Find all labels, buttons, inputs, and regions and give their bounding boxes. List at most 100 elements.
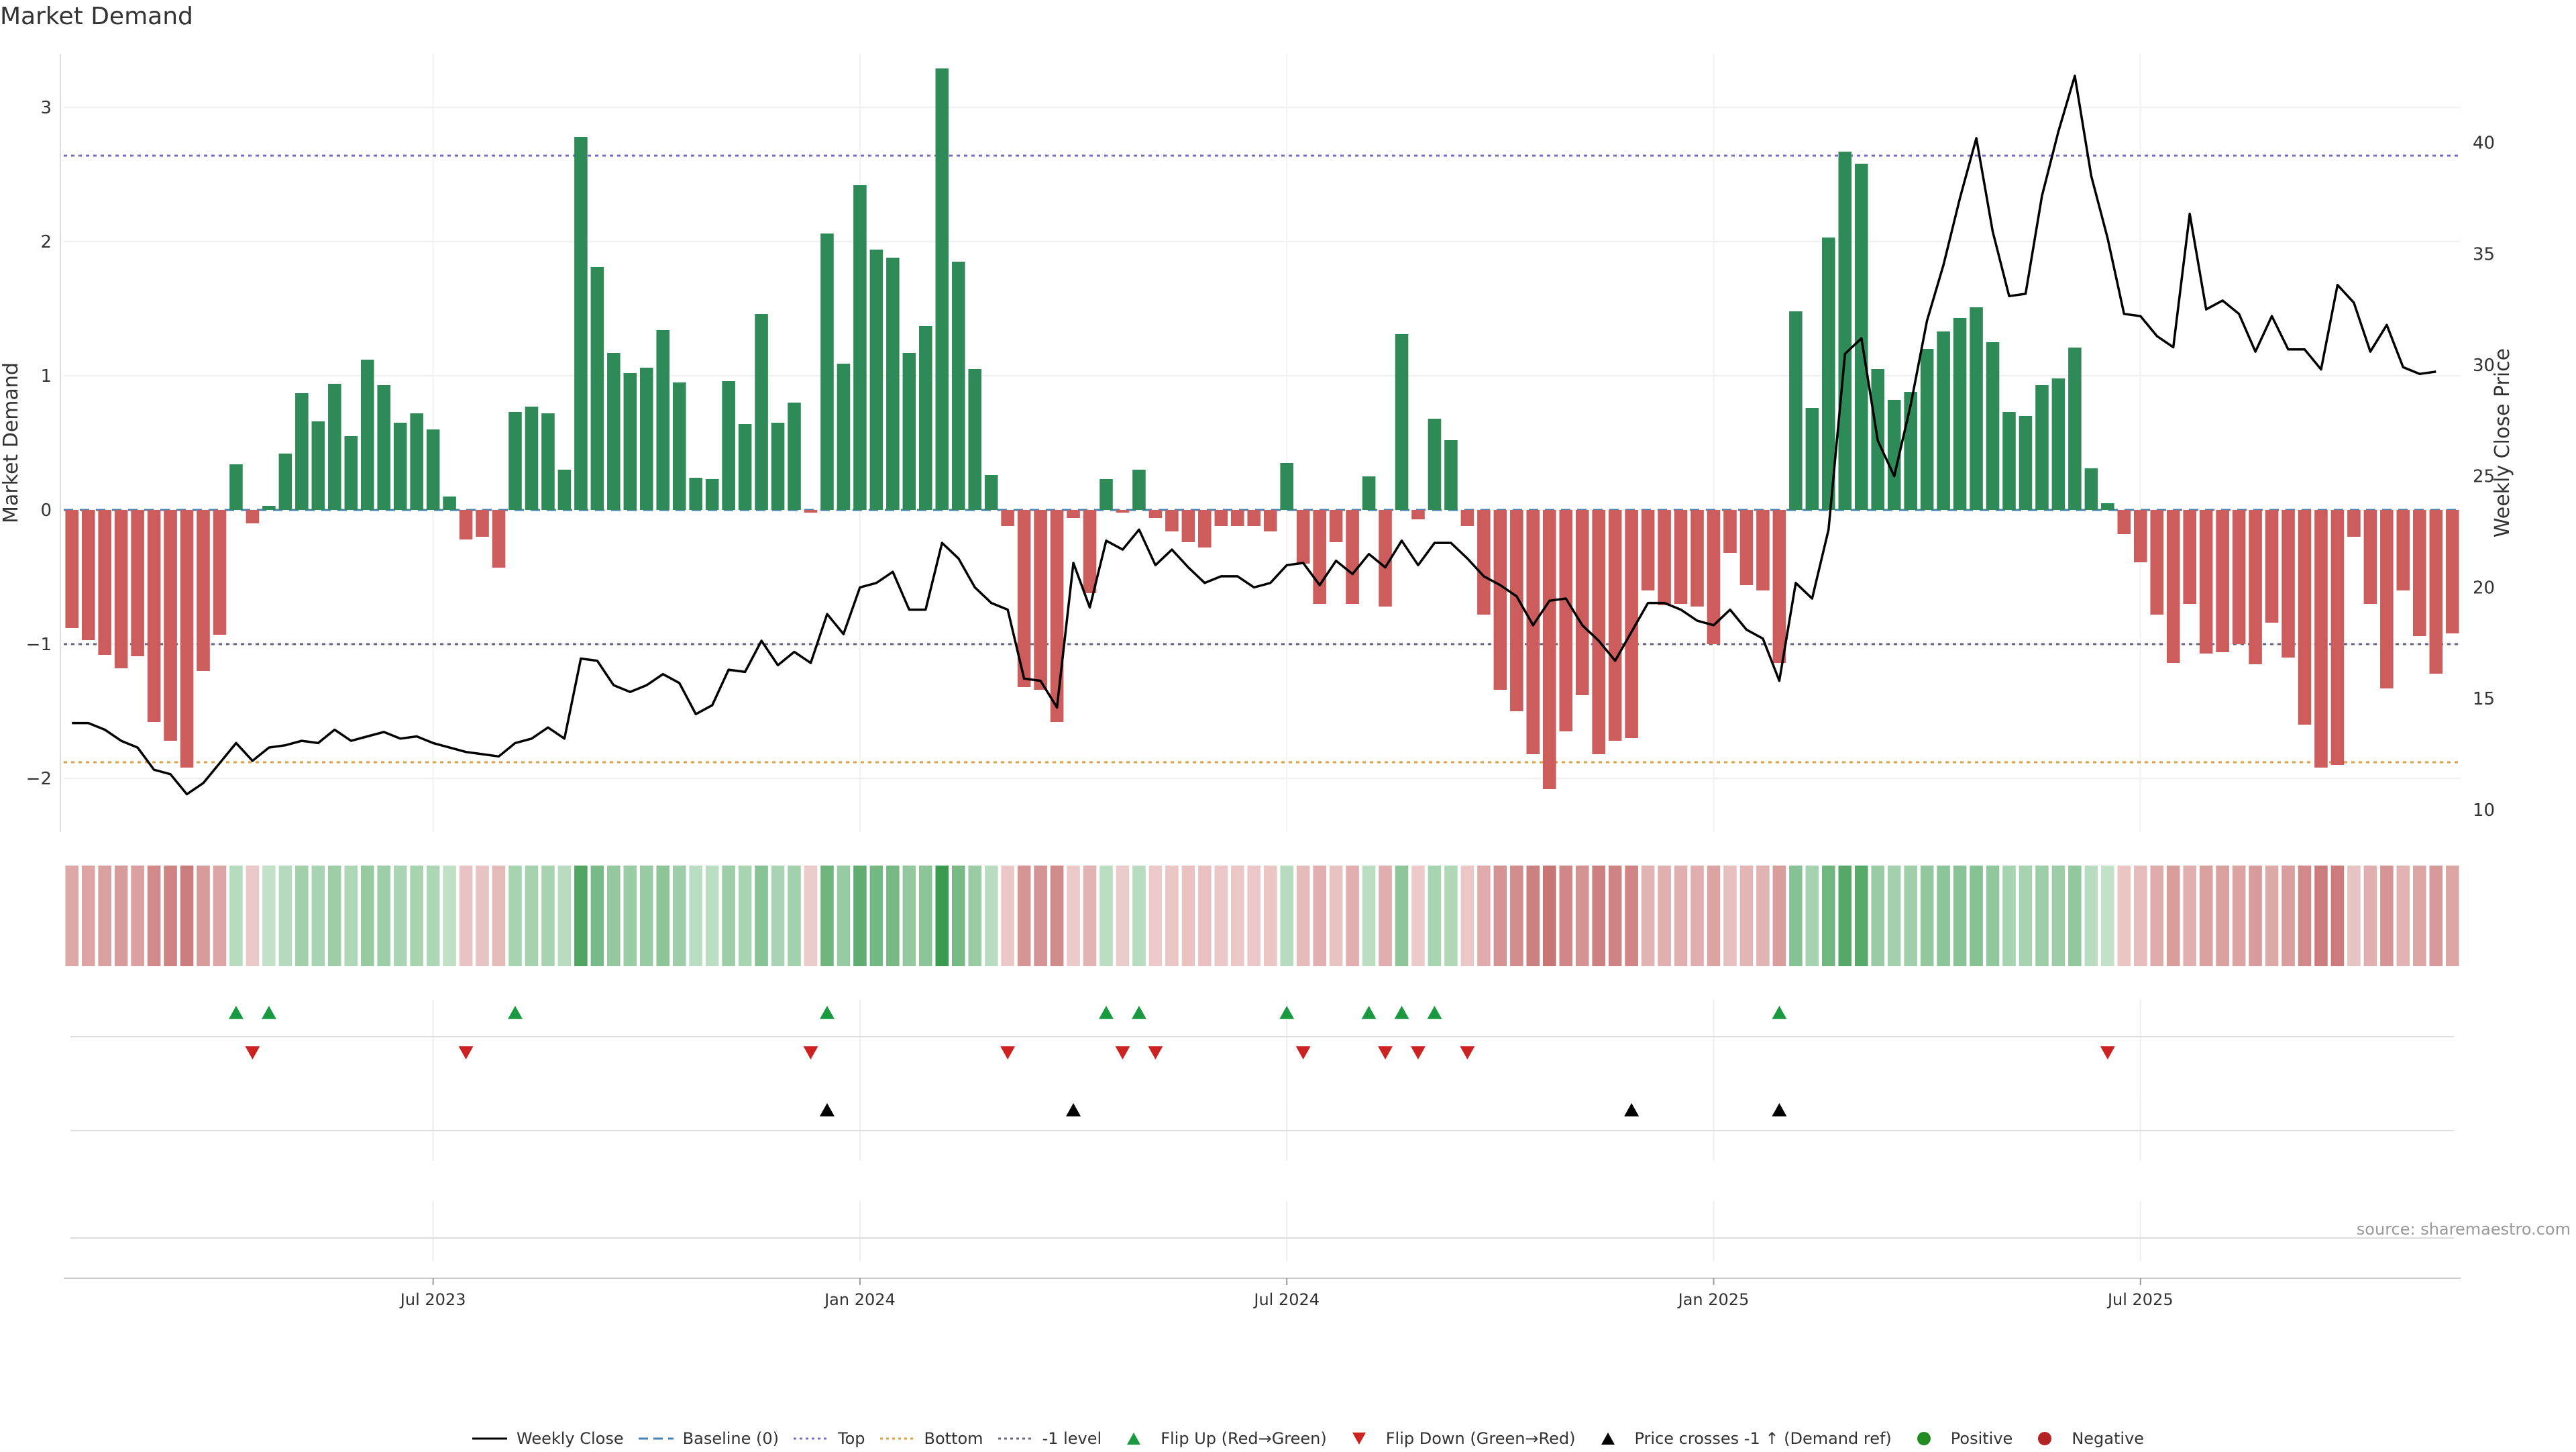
intensity-cell: [426, 866, 440, 966]
demand-bar: [853, 185, 867, 510]
intensity-cell: [1871, 866, 1885, 966]
demand-bar: [213, 510, 227, 635]
intensity-cell: [344, 866, 358, 966]
y-tick-label: 0: [40, 501, 52, 521]
demand-bar: [1592, 510, 1605, 754]
intensity-cell: [1083, 866, 1097, 966]
intensity-cell: [607, 866, 621, 966]
intensity-cell: [1165, 866, 1179, 966]
demand-bar: [1477, 510, 1491, 615]
legend-label: Flip Down (Green→Red): [1385, 1429, 1576, 1448]
legend-item-baseline[interactable]: Baseline (0): [636, 1429, 779, 1448]
intensity-cell: [2232, 866, 2246, 966]
intensity-cell: [1658, 866, 1671, 966]
bottom-swatch: [877, 1431, 918, 1447]
intensity-cell: [1575, 866, 1589, 966]
demand-bar: [1723, 510, 1737, 553]
intensity-cell: [1198, 866, 1212, 966]
intensity-cell: [853, 866, 867, 966]
demand-bar: [180, 510, 194, 768]
demand-bar: [2002, 412, 2016, 510]
demand-bar: [1822, 238, 1835, 510]
intensity-cell: [984, 866, 998, 966]
demand-bar: [886, 258, 900, 510]
intensity-cell: [2380, 866, 2394, 966]
demand-bar: [2249, 510, 2262, 664]
flip-down-marker: [1115, 1046, 1130, 1059]
demand-bar: [114, 510, 128, 668]
legend-item-flip-down[interactable]: Flip Down (Green→Red): [1339, 1429, 1576, 1448]
y2-axis-label: Weekly Close Price: [2491, 348, 2514, 537]
y2-tick-label: 15: [2473, 689, 2495, 709]
legend-item-flip-up[interactable]: Flip Up (Red→Green): [1114, 1429, 1327, 1448]
demand-bar: [197, 510, 210, 671]
demand-bar: [328, 384, 341, 510]
legend-item-weekly-close[interactable]: Weekly Close: [470, 1429, 624, 1448]
demand-bar: [2150, 510, 2164, 615]
demand-bar: [1444, 440, 1458, 510]
intensity-cell: [1395, 866, 1409, 966]
flip-down-marker: [458, 1046, 474, 1059]
intensity-cell: [541, 866, 555, 966]
demand-bar: [672, 382, 686, 510]
demand-bar: [98, 510, 111, 655]
flip-down-marker: [1410, 1046, 1426, 1059]
legend-item-negative[interactable]: Negative: [2025, 1429, 2144, 1448]
legend-item-minus1[interactable]: -1 level: [996, 1429, 1102, 1448]
intensity-cell: [1034, 866, 1047, 966]
demand-bar: [81, 510, 95, 640]
demand-bar: [476, 510, 489, 537]
intensity-cell: [656, 866, 670, 966]
legend-item-price-cross[interactable]: Price crosses -1 ↑ (Demand ref): [1588, 1429, 1892, 1448]
demand-bar: [2035, 385, 2049, 510]
demand-bar: [2380, 510, 2394, 688]
y2-tick-label: 40: [2473, 134, 2495, 154]
intensity-cell: [1674, 866, 1688, 966]
intensity-cell: [229, 866, 243, 966]
price-cross-marker: [1772, 1103, 1787, 1117]
positive-dot-icon: [1904, 1431, 1944, 1447]
y2-tick-label: 20: [2473, 578, 2495, 598]
intensity-cell: [1428, 866, 1442, 966]
demand-bar: [246, 510, 260, 523]
intensity-cell: [443, 866, 456, 966]
event-panels: [70, 1000, 2454, 1261]
intensity-cell: [1444, 866, 1458, 966]
demand-bar: [1083, 510, 1097, 593]
demand-bar: [1887, 400, 1901, 510]
demand-bar: [393, 423, 407, 510]
legend-item-positive[interactable]: Positive: [1904, 1429, 2012, 1448]
demand-bar: [1214, 510, 1228, 526]
demand-bar: [1362, 476, 1376, 510]
y-tick-label: 2: [40, 232, 52, 252]
intensity-cell: [1526, 866, 1540, 966]
intensity-cell: [2019, 866, 2033, 966]
intensity-cell: [1411, 866, 1425, 966]
demand-bar: [147, 510, 161, 722]
demand-bar: [1575, 510, 1589, 695]
intensity-cell: [1904, 866, 1917, 966]
demand-bar: [1986, 342, 2000, 510]
intensity-cell: [902, 866, 916, 966]
intensity-cell: [410, 866, 423, 966]
intensity-cell: [1099, 866, 1113, 966]
intensity-cell: [1723, 866, 1737, 966]
demand-bar: [2396, 510, 2410, 590]
demand-bar: [639, 368, 653, 510]
legend-item-bottom[interactable]: Bottom: [877, 1429, 983, 1448]
intensity-cell: [1805, 866, 1819, 966]
legend-label: Baseline (0): [682, 1429, 780, 1448]
intensity-cell: [1953, 866, 1967, 966]
intensity-cell: [1772, 866, 1786, 966]
demand-bar: [1707, 510, 1721, 644]
demand-bar: [541, 413, 555, 510]
legend-item-top[interactable]: Top: [791, 1429, 865, 1448]
demand-bar: [574, 137, 588, 510]
demand-bar: [1165, 510, 1179, 531]
intensity-cell: [1838, 866, 1852, 966]
x-tick-label: Jul 2023: [399, 1290, 466, 1309]
chart-legend: Weekly Close Baseline (0) Top Bottom -1 …: [470, 1425, 2144, 1452]
intensity-cell: [2282, 866, 2295, 966]
demand-bar: [1247, 510, 1261, 526]
demand-bars: [65, 68, 2459, 789]
